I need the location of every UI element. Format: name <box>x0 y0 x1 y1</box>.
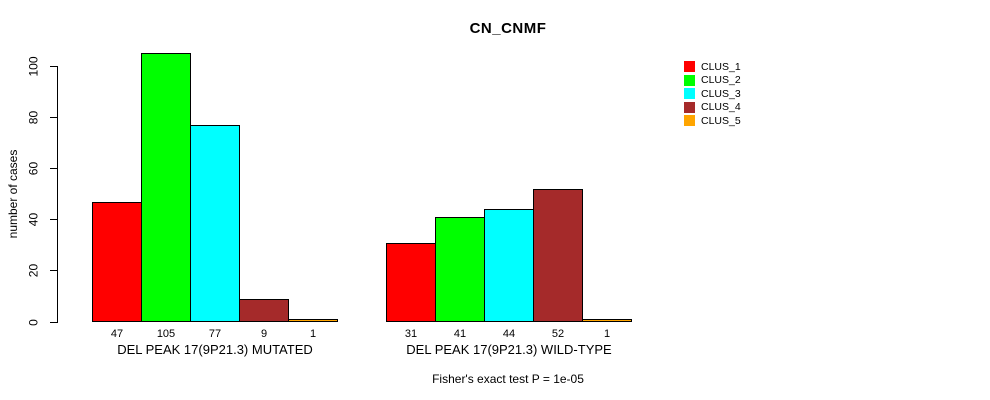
y-tick-mark <box>50 270 57 272</box>
bar-clus_5 <box>288 319 338 322</box>
y-tick-label: 40 <box>26 212 41 227</box>
y-tick-mark <box>50 219 57 221</box>
bar-clus_2 <box>435 217 485 322</box>
bar-clus_1 <box>92 201 142 322</box>
legend-item: CLUS_3 <box>684 87 741 101</box>
legend-swatch-icon <box>684 74 695 86</box>
bar-clus_3 <box>484 209 534 322</box>
y-tick-label: 80 <box>26 110 41 124</box>
bar-clus_1 <box>386 242 436 322</box>
y-tick-mark <box>50 65 57 67</box>
legend-item: CLUS_4 <box>684 101 741 115</box>
legend-item: CLUS_1 <box>684 60 741 74</box>
bar-value-label: 1 <box>603 328 611 340</box>
bar-value-label: 1 <box>309 328 317 340</box>
bar-value-label: 41 <box>453 328 467 340</box>
y-tick-mark <box>50 116 57 118</box>
legend-swatch-icon <box>684 88 695 100</box>
chart-title: CN_CNMF <box>469 20 547 37</box>
y-axis-label: number of cases <box>6 149 20 239</box>
bar-value-label: 105 <box>156 328 176 340</box>
bar-value-label: 77 <box>208 328 222 340</box>
bar-value-label: 52 <box>551 328 565 340</box>
bar-value-label: 47 <box>110 328 124 340</box>
y-tick-mark <box>50 321 57 323</box>
bar-value-label: 9 <box>260 328 268 340</box>
legend-label: CLUS_5 <box>701 114 741 127</box>
legend: CLUS_1 CLUS_2 CLUS_3 CLUS_4 CLUS_5 <box>684 60 741 128</box>
legend-swatch-icon <box>684 61 695 73</box>
legend-label: CLUS_4 <box>701 101 741 114</box>
bar-clus_4 <box>533 188 583 322</box>
group-label: DEL PEAK 17(9P21.3) WILD-TYPE <box>406 342 612 357</box>
y-tick-label: 0 <box>26 318 41 326</box>
bar-clus_4 <box>239 298 289 322</box>
bar-clus_5 <box>582 319 632 322</box>
bar-clus_3 <box>190 124 240 322</box>
legend-swatch-icon <box>684 101 695 113</box>
legend-label: CLUS_3 <box>701 87 741 100</box>
group-label: DEL PEAK 17(9P21.3) MUTATED <box>117 342 313 357</box>
y-axis-line <box>57 66 58 323</box>
bar-value-label: 31 <box>404 328 418 340</box>
legend-label: CLUS_1 <box>701 60 741 73</box>
bar-value-label: 44 <box>502 328 516 340</box>
legend-item: CLUS_2 <box>684 74 741 88</box>
y-tick-mark <box>50 167 57 169</box>
legend-swatch-icon <box>684 115 695 127</box>
bar-clus_2 <box>141 53 191 322</box>
legend-label: CLUS_2 <box>701 74 741 87</box>
y-tick-label: 20 <box>26 264 41 278</box>
legend-item: CLUS_5 <box>684 114 741 128</box>
y-tick-label: 60 <box>26 161 41 176</box>
y-tick-label: 100 <box>26 55 41 77</box>
footnote: Fisher's exact test P = 1e-05 <box>432 372 584 386</box>
